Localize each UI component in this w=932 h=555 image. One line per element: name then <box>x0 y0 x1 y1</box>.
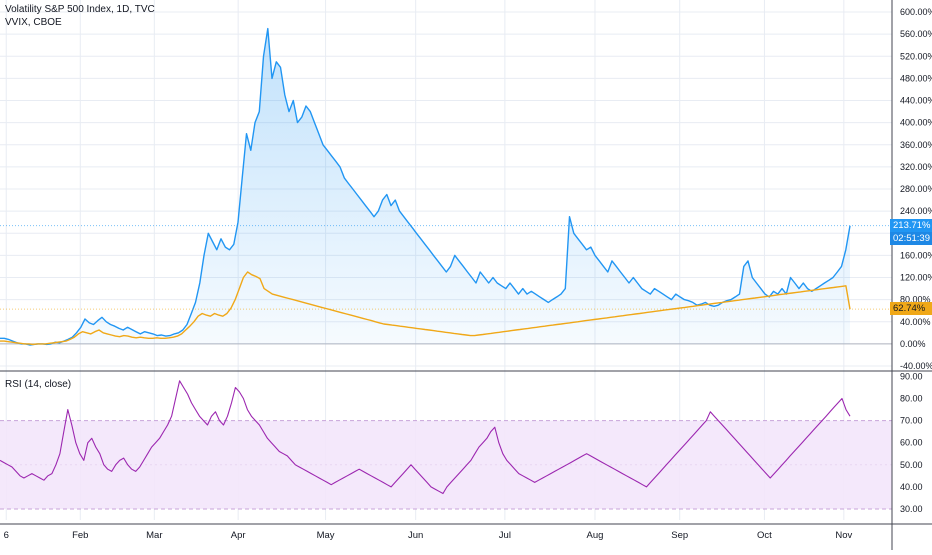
countdown-tag: 02:51:39 <box>890 231 932 245</box>
x-tick-label: 6 <box>4 530 9 541</box>
y-tick-label: 40.00% <box>900 317 931 327</box>
x-tick-label: Nov <box>835 530 852 541</box>
y-tick-label: 320.00% <box>900 162 932 172</box>
x-tick-label: Sep <box>671 530 688 541</box>
series-line-vvix <box>0 271 851 346</box>
y-tick-label: -40.00% <box>900 361 932 371</box>
y-tick-label: 520.00% <box>900 51 932 61</box>
spx-area <box>0 28 850 345</box>
rsi-tick-label: 50.00 <box>900 460 923 470</box>
rsi-title: RSI (14, close) <box>5 379 72 390</box>
rsi-tick-label: 30.00 <box>900 504 923 514</box>
rsi-tick-label: 90.00 <box>900 371 923 381</box>
y-tick-label: 360.00% <box>900 140 932 150</box>
x-tick-label: Mar <box>146 530 162 541</box>
rsi-band <box>0 420 892 510</box>
price-tag-vvix: 62.74% <box>890 302 932 316</box>
x-tick-label: Aug <box>587 530 604 541</box>
y-tick-label: 80.00% <box>900 295 931 305</box>
series-line-rsi <box>0 380 851 495</box>
x-tick-label: Jul <box>499 530 511 541</box>
y-tick-label: 480.00% <box>900 73 932 83</box>
main-title: Volatility S&P 500 Index, 1D, TVC <box>5 4 155 15</box>
rsi-tick-label: 40.00 <box>900 482 923 492</box>
y-tick-label: 400.00% <box>900 118 932 128</box>
y-tick-label: 600.00% <box>900 7 932 17</box>
rsi-tick-label: 70.00 <box>900 416 923 426</box>
x-tick-label: Jun <box>408 530 423 541</box>
y-tick-label: 280.00% <box>900 184 932 194</box>
y-tick-label: 120.00% <box>900 273 932 283</box>
x-tick-label: Feb <box>72 530 88 541</box>
y-tick-label: 440.00% <box>900 96 932 106</box>
price-area <box>0 28 850 345</box>
main-subtitle: VVIX, CBOE <box>5 17 62 28</box>
rsi-tick-label: 60.00 <box>900 438 923 448</box>
y-tick-label: 240.00% <box>900 206 932 216</box>
x-tick-label: Apr <box>231 530 246 541</box>
rsi-tick-label: 80.00 <box>900 394 923 404</box>
price-tag-spx: 213.71% <box>890 218 932 232</box>
y-tick-label: 0.00% <box>900 339 926 349</box>
y-tick-label: 560.00% <box>900 29 932 39</box>
series-lines <box>0 27 892 495</box>
x-tick-label: May <box>317 530 335 541</box>
x-tick-label: Oct <box>757 530 772 541</box>
y-tick-label: 160.00% <box>900 250 932 260</box>
